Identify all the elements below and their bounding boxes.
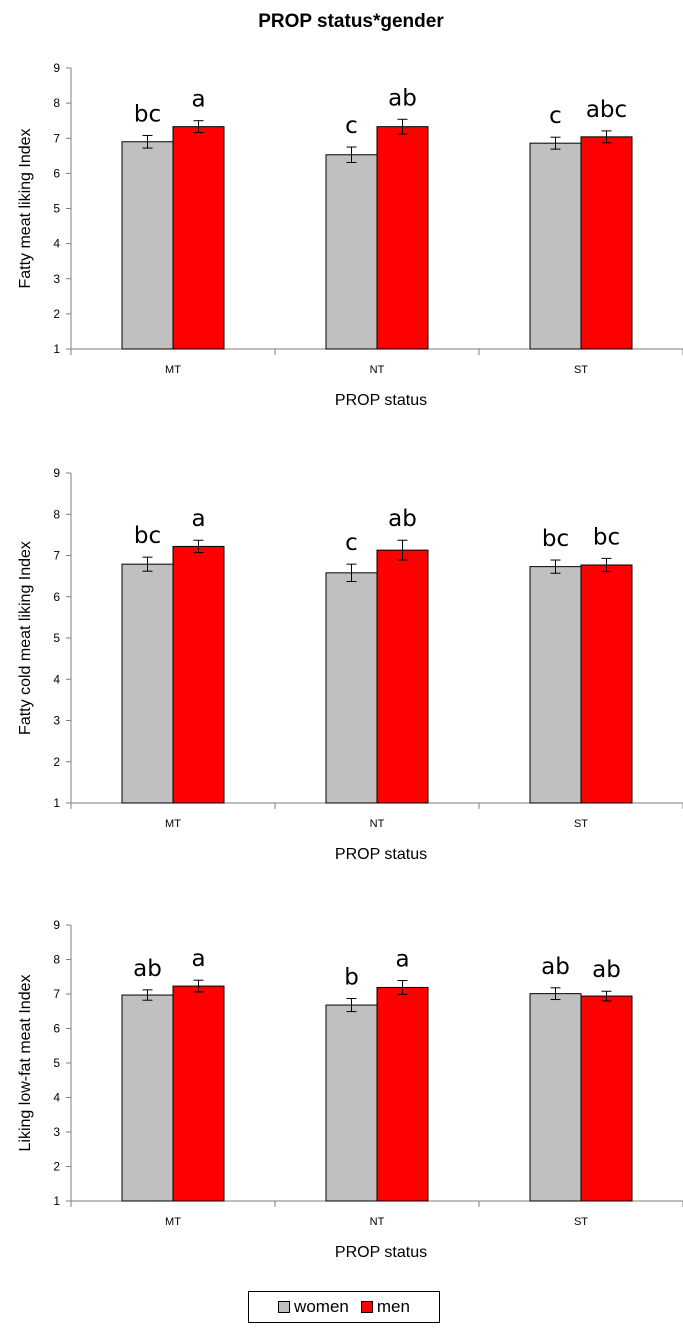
bar-women (325, 154, 378, 350)
x-tick-label: NT (370, 818, 385, 830)
y-tick-label: 9 (53, 918, 60, 932)
y-tick-label: 6 (53, 1022, 60, 1036)
y-tick-label: 3 (53, 272, 60, 286)
significance-letter: ab (133, 956, 162, 982)
bar-men (580, 564, 633, 804)
y-axis-title: Fatty meat liking Index (17, 128, 34, 288)
y-tick-label: 5 (53, 1056, 60, 1070)
y-tick-label: 5 (53, 202, 60, 216)
bar-men (376, 549, 429, 804)
legend-swatch-women (278, 1301, 291, 1313)
y-tick-label: 7 (53, 987, 60, 1001)
x-axis-title: PROP status (335, 846, 427, 863)
legend-label-women: women (294, 1297, 349, 1316)
legend: women men (248, 1291, 440, 1323)
y-tick-label: 6 (53, 590, 60, 604)
significance-letter: abc (586, 97, 627, 123)
bar-men (172, 985, 225, 1202)
significance-letter: bc (593, 524, 620, 550)
y-tick-label: 3 (53, 714, 60, 728)
bar-men (580, 136, 633, 350)
x-tick-label: MT (165, 1216, 181, 1228)
bar-men (172, 545, 225, 804)
bar-women (121, 141, 174, 350)
y-axis-title: Fatty cold meat liking Index (17, 541, 34, 735)
x-axis-title: PROP status (335, 392, 427, 409)
significance-letter: ab (592, 957, 621, 983)
bar-women (325, 1004, 378, 1202)
significance-letter: c (549, 103, 562, 129)
significance-letter: ab (388, 85, 417, 111)
x-tick-label: ST (574, 818, 588, 830)
significance-letter: a (191, 87, 205, 113)
y-tick-label: 2 (53, 755, 60, 769)
y-tick-label: 6 (53, 166, 60, 180)
y-tick-label: 8 (53, 507, 60, 521)
figure-title: PROP status*gender (258, 11, 444, 32)
significance-letter: a (191, 946, 205, 972)
significance-letter: bc (542, 526, 569, 552)
y-tick-label: 3 (53, 1125, 60, 1139)
y-tick-label: 8 (53, 953, 60, 967)
significance-letter: c (345, 113, 358, 139)
bar-men (172, 126, 225, 350)
x-tick-label: MT (165, 818, 181, 830)
x-tick-label: ST (574, 364, 588, 376)
y-tick-label: 5 (53, 631, 60, 645)
legend-item-women: women (278, 1297, 349, 1317)
significance-letter: a (395, 947, 409, 973)
bar-men (580, 995, 633, 1202)
legend-swatch-men (360, 1301, 373, 1313)
y-tick-label: 7 (53, 549, 60, 563)
y-tick-label: 1 (53, 796, 60, 810)
x-tick-label: NT (370, 364, 385, 376)
x-tick-label: MT (165, 364, 181, 376)
bar-men (376, 126, 429, 350)
y-tick-label: 2 (53, 1160, 60, 1174)
y-tick-label: 4 (53, 672, 60, 686)
bar-women (121, 994, 174, 1202)
significance-letter: ab (388, 506, 417, 532)
y-tick-label: 2 (53, 307, 60, 321)
y-tick-label: 9 (53, 466, 60, 480)
y-tick-label: 9 (53, 61, 60, 75)
legend-item-men: men (360, 1297, 410, 1317)
significance-letter: b (344, 964, 359, 990)
y-tick-label: 1 (53, 342, 60, 356)
significance-letter: bc (134, 101, 161, 127)
bar-women (529, 142, 582, 350)
y-axis-title: Liking low-fat meat Index (17, 975, 34, 1152)
y-tick-label: 8 (53, 96, 60, 110)
y-tick-label: 7 (53, 131, 60, 145)
x-tick-label: ST (574, 1216, 588, 1228)
x-tick-label: NT (370, 1216, 385, 1228)
bar-women (325, 572, 378, 804)
bar-women (121, 563, 174, 804)
bar-women (529, 566, 582, 804)
y-tick-label: 4 (53, 237, 60, 251)
significance-letter: bc (134, 523, 161, 549)
significance-letter: c (345, 530, 358, 556)
legend-label-men: men (376, 1297, 410, 1316)
y-tick-label: 4 (53, 1091, 60, 1105)
x-axis-title: PROP status (335, 1244, 427, 1261)
significance-letter: ab (541, 954, 570, 980)
bar-women (529, 993, 582, 1202)
significance-letter: a (191, 506, 205, 532)
y-tick-label: 1 (53, 1194, 60, 1208)
bar-men (376, 986, 429, 1202)
